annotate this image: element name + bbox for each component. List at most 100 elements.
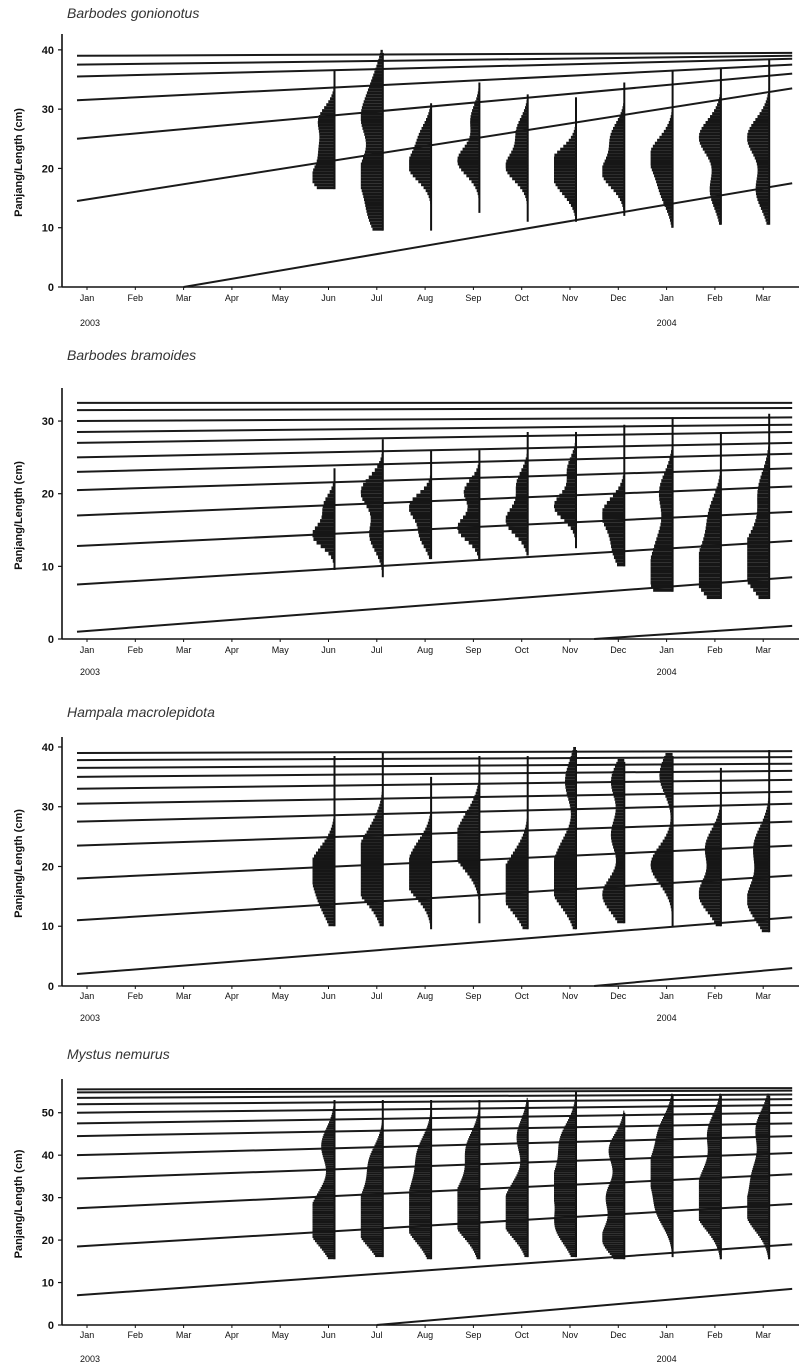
frequency-bar	[612, 824, 625, 828]
frequency-bar	[414, 1163, 432, 1166]
frequency-bar	[651, 551, 673, 556]
frequency-bar	[610, 830, 625, 834]
frequency-bar	[554, 162, 576, 166]
x-tick-label: Aug	[417, 645, 433, 655]
frequency-bar	[423, 486, 432, 491]
frequency-bar	[409, 1195, 432, 1198]
frequency-bar	[659, 1125, 673, 1128]
frequency-bar	[409, 1214, 432, 1217]
frequency-bar	[754, 917, 770, 921]
frequency-bar	[509, 1187, 528, 1190]
frequency-bar	[610, 1161, 625, 1164]
frequency-bar	[610, 132, 625, 136]
frequency-bar	[505, 902, 528, 906]
frequency-bar	[467, 508, 480, 512]
frequency-bar	[506, 1229, 528, 1232]
frequency-bar	[379, 803, 383, 807]
frequency-bar	[478, 1108, 480, 1111]
frequency-bar	[714, 1110, 721, 1113]
frequency-bar	[517, 123, 528, 127]
frequency-bar	[554, 1189, 576, 1192]
frequency-bar	[514, 180, 528, 184]
frequency-bar	[663, 1114, 673, 1117]
frequency-bar	[428, 479, 432, 483]
frequency-bar	[753, 1227, 770, 1230]
frequency-bar	[360, 165, 383, 169]
frequency-bar	[329, 830, 335, 834]
frequency-bar	[458, 824, 480, 828]
frequency-bar	[429, 1119, 432, 1122]
frequency-bar	[747, 902, 770, 906]
frequency-bar	[426, 118, 432, 121]
frequency-bar	[760, 206, 770, 210]
frequency-bar	[749, 1184, 770, 1188]
frequency-bar	[511, 854, 528, 858]
frequency-bar	[312, 863, 335, 867]
frequency-bar	[619, 1123, 625, 1126]
frequency-bar	[658, 493, 673, 498]
frequency-bar	[470, 121, 480, 124]
frequency-bar	[475, 1254, 480, 1258]
frequency-bar	[747, 1210, 770, 1213]
frequency-bar	[665, 468, 673, 472]
frequency-bar	[605, 1223, 625, 1226]
frequency-bar	[360, 112, 383, 116]
frequency-bar	[757, 486, 770, 491]
frequency-bar	[507, 511, 528, 516]
frequency-bar	[477, 893, 480, 897]
frequency-bar	[698, 1189, 721, 1192]
frequency-bar	[757, 830, 770, 834]
frequency-bar	[505, 1197, 528, 1200]
frequency-bar	[325, 497, 335, 501]
frequency-bar	[609, 1157, 625, 1160]
frequency-bar	[614, 123, 625, 127]
year-label-2003: 2003	[80, 1354, 100, 1364]
frequency-bar	[423, 830, 432, 834]
frequency-bar	[512, 851, 528, 855]
frequency-bar	[622, 106, 625, 110]
frequency-bar	[614, 866, 625, 870]
frequency-bar	[457, 830, 480, 834]
frequency-bar	[522, 926, 528, 930]
y-axis-label: Panjang/Length (cm)	[13, 1149, 25, 1258]
frequency-bar	[415, 177, 432, 181]
frequency-bar	[554, 1187, 576, 1190]
frequency-bar	[366, 1170, 383, 1173]
frequency-bar	[508, 905, 528, 909]
frequency-bar	[506, 1193, 528, 1196]
frequency-bar	[416, 1150, 432, 1154]
frequency-bar	[609, 1142, 625, 1145]
frequency-bar	[322, 504, 335, 509]
frequency-bar	[554, 863, 576, 867]
frequency-bar	[360, 872, 383, 876]
frequency-bar	[556, 899, 576, 903]
frequency-bar	[312, 1231, 335, 1234]
frequency-bar	[505, 863, 528, 867]
frequency-bar	[409, 857, 432, 861]
frequency-bar	[365, 94, 383, 98]
frequency-bar	[369, 85, 383, 89]
frequency-bar	[753, 857, 770, 861]
frequency-bar	[572, 530, 576, 534]
frequency-bar	[572, 1108, 576, 1111]
frequency-bar	[411, 851, 432, 855]
frequency-bar	[607, 1187, 625, 1190]
frequency-bar	[360, 887, 383, 891]
frequency-bar	[713, 1240, 721, 1243]
frequency-bar	[381, 566, 383, 570]
frequency-bar	[463, 1172, 480, 1175]
frequency-bar	[323, 1180, 335, 1183]
frequency-bar	[747, 1216, 770, 1219]
frequency-bar	[652, 1195, 673, 1198]
frequency-bar	[622, 475, 625, 480]
frequency-bar	[560, 147, 576, 151]
frequency-bar	[371, 224, 383, 228]
frequency-bar	[718, 218, 721, 222]
frequency-bar	[698, 577, 721, 581]
frequency-bar	[613, 818, 625, 822]
frequency-bar	[568, 917, 576, 921]
frequency-bar	[360, 1229, 383, 1232]
frequency-bar	[505, 866, 528, 870]
frequency-bar	[661, 511, 673, 516]
frequency-bar	[574, 126, 576, 130]
